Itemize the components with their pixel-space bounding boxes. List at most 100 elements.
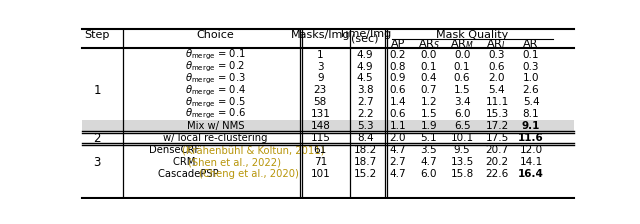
Text: 0.8: 0.8: [390, 62, 406, 71]
Text: 18.7: 18.7: [353, 157, 377, 167]
Text: 2.2: 2.2: [357, 109, 374, 119]
Text: 4.7: 4.7: [389, 169, 406, 179]
Text: 9.5: 9.5: [454, 145, 470, 155]
Text: 3: 3: [317, 62, 324, 71]
Text: 0.7: 0.7: [420, 85, 437, 95]
Text: 0.6: 0.6: [390, 109, 406, 119]
Text: 148: 148: [310, 121, 330, 131]
Text: 131: 131: [310, 109, 330, 119]
Text: 6.0: 6.0: [454, 109, 470, 119]
Text: 1: 1: [317, 50, 324, 60]
Text: 6.0: 6.0: [420, 169, 437, 179]
Text: 17.2: 17.2: [485, 121, 509, 131]
Text: 0.4: 0.4: [420, 73, 437, 84]
Text: $\theta_{\mathrm{merge}}$ = 0.2: $\theta_{\mathrm{merge}}$ = 0.2: [186, 59, 246, 74]
Text: 4.9: 4.9: [357, 62, 374, 71]
Text: 5.1: 5.1: [420, 133, 437, 143]
Text: AR$_L$: AR$_L$: [486, 37, 508, 51]
Text: 17.5: 17.5: [485, 133, 509, 143]
Text: 20.7: 20.7: [485, 145, 509, 155]
Text: 101: 101: [310, 169, 330, 179]
Text: 15.3: 15.3: [485, 109, 509, 119]
Text: 4.7: 4.7: [420, 157, 437, 167]
Text: 2.0: 2.0: [390, 133, 406, 143]
Text: 2.0: 2.0: [489, 73, 505, 84]
Text: 16.4: 16.4: [518, 169, 544, 179]
Text: 9.1: 9.1: [522, 121, 540, 131]
Text: 2: 2: [93, 132, 101, 145]
Text: 5.3: 5.3: [357, 121, 374, 131]
Text: 0.3: 0.3: [489, 50, 505, 60]
Text: 0.6: 0.6: [489, 62, 505, 71]
Text: CascadePSP: CascadePSP: [158, 169, 221, 179]
Text: $\theta_{\mathrm{merge}}$ = 0.1: $\theta_{\mathrm{merge}}$ = 0.1: [185, 47, 246, 62]
Text: 0.3: 0.3: [523, 62, 540, 71]
Text: 5.4: 5.4: [488, 85, 505, 95]
Text: 115: 115: [310, 133, 330, 143]
Text: Mix w/ NMS: Mix w/ NMS: [187, 121, 244, 131]
Text: 0.1: 0.1: [420, 62, 437, 71]
Text: 12.0: 12.0: [520, 145, 543, 155]
Text: 3: 3: [93, 155, 100, 168]
Text: 11.6: 11.6: [518, 133, 544, 143]
Text: 4.9: 4.9: [357, 50, 374, 60]
Text: 2.7: 2.7: [389, 157, 406, 167]
Text: (Shen et al., 2022): (Shen et al., 2022): [188, 157, 281, 167]
Text: 0.2: 0.2: [390, 50, 406, 60]
Text: 8.4: 8.4: [357, 133, 374, 143]
Text: 4.5: 4.5: [357, 73, 374, 84]
Text: 1.1: 1.1: [389, 121, 406, 131]
Text: 0.0: 0.0: [454, 50, 470, 60]
Text: Masks/Img: Masks/Img: [291, 30, 350, 40]
Text: $\theta_{\mathrm{merge}}$ = 0.6: $\theta_{\mathrm{merge}}$ = 0.6: [185, 107, 246, 121]
Text: 9: 9: [317, 73, 324, 84]
Text: 4.7: 4.7: [389, 145, 406, 155]
Text: 0.9: 0.9: [390, 73, 406, 84]
Text: 1.0: 1.0: [523, 73, 540, 84]
Text: 1.5: 1.5: [454, 85, 470, 95]
Text: 20.2: 20.2: [485, 157, 509, 167]
Text: 1.9: 1.9: [420, 121, 437, 131]
Text: 1.5: 1.5: [420, 109, 437, 119]
Text: 3.8: 3.8: [357, 85, 374, 95]
Text: 18.2: 18.2: [353, 145, 377, 155]
Text: 5.4: 5.4: [523, 97, 540, 107]
Text: 6.5: 6.5: [454, 121, 470, 131]
Text: AP: AP: [390, 39, 405, 49]
Text: 15.8: 15.8: [451, 169, 474, 179]
Text: 14.1: 14.1: [520, 157, 543, 167]
Text: DenseCRF: DenseCRF: [148, 145, 203, 155]
Text: 0.0: 0.0: [420, 50, 437, 60]
Text: Choice: Choice: [196, 30, 234, 40]
Text: 13.5: 13.5: [451, 157, 474, 167]
Text: AR$_M$: AR$_M$: [450, 37, 474, 51]
Text: 71: 71: [314, 157, 327, 167]
Text: 2.6: 2.6: [523, 85, 540, 95]
Text: $\theta_{\mathrm{merge}}$ = 0.5: $\theta_{\mathrm{merge}}$ = 0.5: [185, 95, 246, 110]
Text: 11.1: 11.1: [485, 97, 509, 107]
Text: 23: 23: [314, 85, 327, 95]
Text: Mask Quality: Mask Quality: [436, 30, 508, 40]
Text: w/ local re-clustering: w/ local re-clustering: [163, 133, 268, 143]
Text: 0.6: 0.6: [454, 73, 470, 84]
Text: (Cheng et al., 2020): (Cheng et al., 2020): [199, 169, 299, 179]
Text: $\theta_{\mathrm{merge}}$ = 0.4: $\theta_{\mathrm{merge}}$ = 0.4: [185, 83, 246, 98]
Text: 0.1: 0.1: [523, 50, 540, 60]
Text: CRM: CRM: [173, 157, 198, 167]
Text: 3.4: 3.4: [454, 97, 470, 107]
Text: 15.2: 15.2: [353, 169, 377, 179]
Text: 22.6: 22.6: [485, 169, 509, 179]
Text: 3.5: 3.5: [420, 145, 437, 155]
Text: 2.7: 2.7: [357, 97, 374, 107]
Text: (Krähenbühl & Koltun, 2011): (Krähenbühl & Koltun, 2011): [182, 145, 324, 155]
Text: 1.2: 1.2: [420, 97, 437, 107]
Text: 58: 58: [314, 97, 327, 107]
Text: 0.1: 0.1: [454, 62, 470, 71]
Text: AR$_S$: AR$_S$: [418, 37, 440, 51]
Text: 1.4: 1.4: [389, 97, 406, 107]
Text: 10.1: 10.1: [451, 133, 474, 143]
Text: 1: 1: [93, 84, 101, 97]
Text: AR: AR: [524, 39, 539, 49]
Text: 8.1: 8.1: [523, 109, 540, 119]
Text: 61: 61: [314, 145, 327, 155]
